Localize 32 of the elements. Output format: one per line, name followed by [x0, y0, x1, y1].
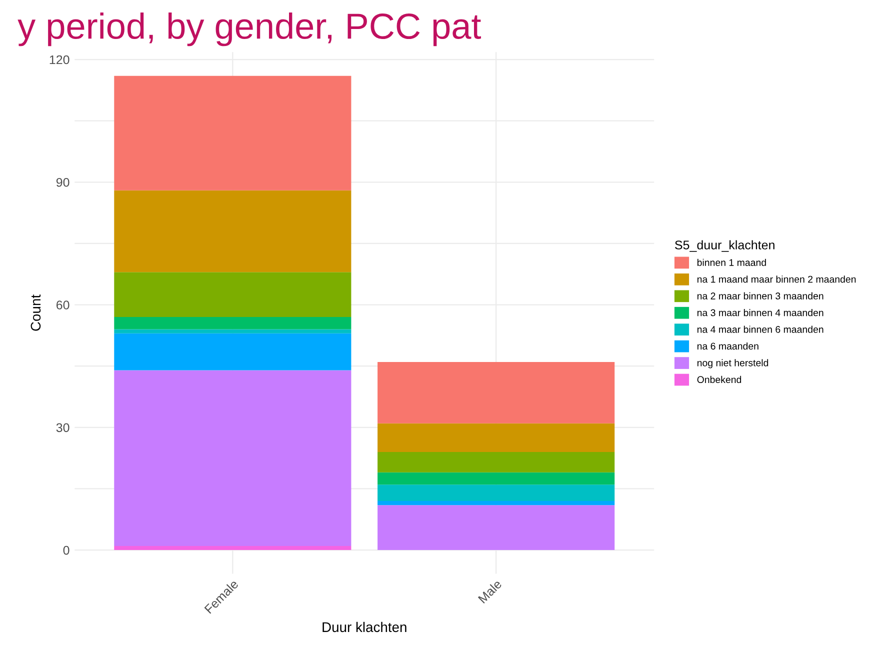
y-axis-title: Count	[30, 294, 41, 331]
bar	[378, 362, 615, 424]
legend-label: na 1 maand maar binnen 2 maanden	[697, 276, 856, 283]
x-axis-title: Duur klachten	[322, 622, 406, 632]
bar	[114, 333, 352, 370]
legend-label: na 6 maanden	[697, 342, 758, 350]
legend-label: Onbekend	[697, 376, 742, 384]
bar	[378, 501, 615, 506]
bar	[114, 317, 352, 330]
legend-label: na 4 maar binnen 6 maanden	[697, 326, 824, 333]
bar	[378, 423, 615, 452]
bar	[114, 546, 352, 550]
legend-label: na 2 maar binnen 3 maanden	[697, 292, 824, 300]
chart-title: y period, by gender, PCC pat	[18, 12, 481, 46]
legend-label: na 3 maar binnen 4 maanden	[697, 309, 824, 316]
legend-title: S5_duur_klachten	[675, 240, 774, 252]
y-tick-label: 60	[56, 300, 70, 310]
bar	[378, 484, 615, 501]
bar	[114, 76, 352, 190]
legend-label: binnen 1 maand	[697, 258, 766, 266]
bar	[378, 472, 615, 485]
bar	[114, 329, 352, 334]
bar	[114, 190, 352, 272]
bar	[378, 452, 615, 472]
y-tick-label: 0	[63, 546, 70, 555]
bar	[378, 505, 615, 550]
bar	[114, 370, 352, 546]
y-tick-label: 30	[56, 423, 70, 432]
bar	[114, 272, 352, 318]
y-tick-label: 120	[50, 55, 70, 64]
legend-label: nog niet hersteld	[697, 359, 768, 368]
y-tick-label: 90	[56, 178, 70, 187]
